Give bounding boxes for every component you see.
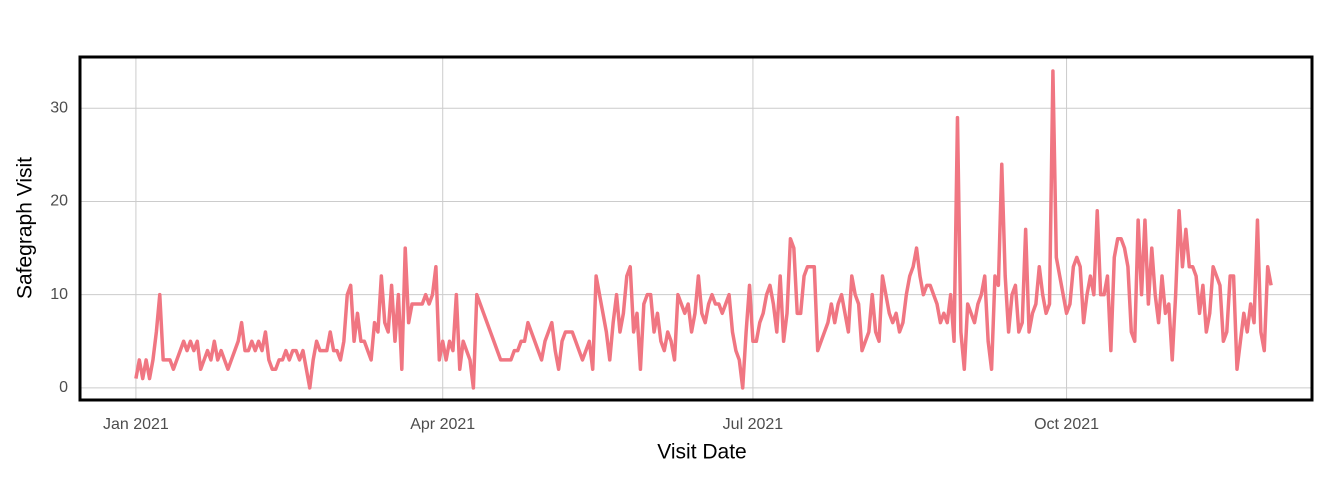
panel-border	[78, 55, 1314, 402]
x-tick-label: Jul 2021	[723, 416, 784, 433]
x-axis-title: Visit Date	[657, 441, 747, 464]
x-tick-label: Apr 2021	[410, 416, 475, 433]
y-tick-label: 0	[59, 379, 68, 396]
y-tick-label: 20	[50, 193, 68, 210]
y-axis-title: Safegraph Visit	[14, 157, 37, 299]
y-tick-label: 30	[50, 99, 68, 116]
x-tick-label: Jan 2021	[103, 416, 169, 433]
data-line	[134, 69, 1273, 390]
y-tick-label: 10	[50, 286, 68, 303]
x-tick-label: Oct 2021	[1034, 416, 1099, 433]
